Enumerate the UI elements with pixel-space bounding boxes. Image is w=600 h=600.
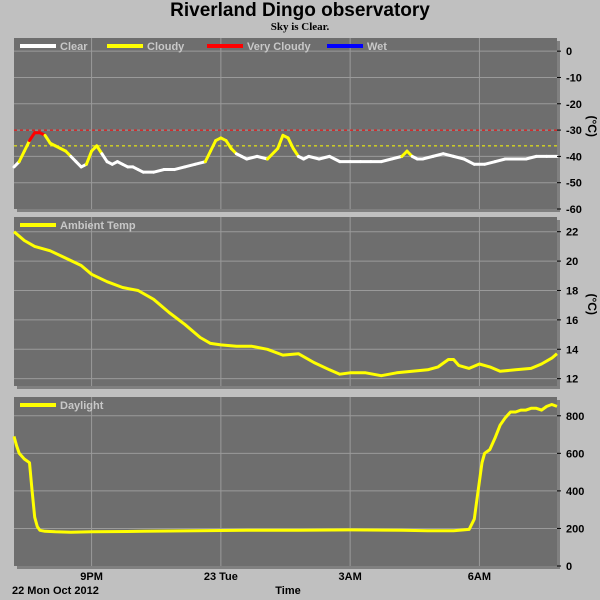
date-label: 22 Mon Oct 2012 [12,585,99,597]
sky-temp-segment [265,146,280,161]
y-tick-label: 14 [566,344,579,356]
sky-temp-segment [17,149,26,164]
sky-temp-segment [209,139,218,153]
sky-temp-segment [317,154,331,161]
sky-temp-segment [524,154,538,161]
sky-temp-segment [193,160,207,166]
series-line-1 [12,403,558,534]
sky-temp-segment [452,154,466,161]
sky-temp-segment [462,157,476,166]
y-tick-label: -50 [566,178,582,190]
legend-label: Wet [367,41,387,53]
panel-3: Daylight 800 600 400 200 0 [12,397,584,573]
legend-label: Very Cloudy [247,41,311,53]
legend-label: Daylight [60,400,104,412]
sky-temp-segment [307,154,321,161]
legend-label: Clear [60,41,88,53]
sky-temp-segment [327,154,342,164]
sky-temp-segment [203,149,213,164]
sky-temp-segment [152,168,166,174]
y-tick-label: 800 [566,411,584,423]
sky-temp-segment [255,154,269,161]
sky-temp-segment [95,144,104,156]
sky-temp-segment [286,136,295,150]
page-title: Riverland Dingo observatory [170,0,430,21]
sky-temp-segment [441,152,456,158]
sky-temp-segment [183,162,197,169]
sky-temp-segment [22,139,32,153]
sky-temp-segment [431,152,445,158]
x-axis-label: Time [275,585,300,597]
y-tick-label: 20 [566,256,578,268]
y-tick-label: 22 [566,227,578,239]
series-line-1 [13,230,558,378]
sky-temp-segment [291,146,300,158]
x-tick-label: 23 Tue [204,571,238,583]
sky-temp-segment [84,149,94,166]
sky-temp-segment [379,157,394,164]
panel-1: Clear Cloudy Very Cloudy Wet 0 -10 -20 -30 -40 -5… [12,38,599,216]
y-tick-label: 0 [566,46,572,58]
sky-status: Sky is Clear. [270,21,330,33]
y-unit-label: (°C) [585,294,599,315]
sky-temp-segment [421,154,435,161]
x-tick-label: 9PM [80,571,103,583]
sky-temp-segment [483,160,497,166]
panel-2: Ambient Temp 22 20 18 16 14 12 (°C) [13,217,599,389]
y-unit-label: (°C) [585,116,599,137]
legend-label: Cloudy [147,41,185,53]
legend-label: Ambient Temp [60,220,136,232]
sky-temp-segment [28,131,37,143]
y-tick-label: 400 [566,486,584,498]
y-tick-label: 12 [566,374,578,386]
sky-temp-segment [245,154,259,161]
y-tick-label: -10 [566,72,582,84]
sky-temp-segment [100,152,109,164]
y-tick-label: -30 [566,125,582,137]
y-tick-label: 200 [566,523,584,535]
y-tick-label: 16 [566,315,578,327]
sky-temp-segment [276,133,285,150]
sky-temp-segment [493,157,507,164]
y-tick-label: 0 [566,561,572,573]
y-tick-label: -40 [566,151,582,163]
sky-temp-segment [43,133,52,145]
x-tick-label: 6AM [468,571,491,583]
panel-background [14,38,557,209]
panel-background [14,217,557,386]
sky-temp-segment [390,154,404,161]
y-tick-label: -20 [566,99,582,111]
sky-temp-segment [172,165,187,172]
panel-background [14,397,557,566]
x-tick-label: 3AM [339,571,362,583]
y-tick-label: -60 [566,204,582,216]
y-tick-label: 600 [566,448,584,460]
y-tick-label: 18 [566,285,578,297]
sky-temp-segment [224,139,233,150]
